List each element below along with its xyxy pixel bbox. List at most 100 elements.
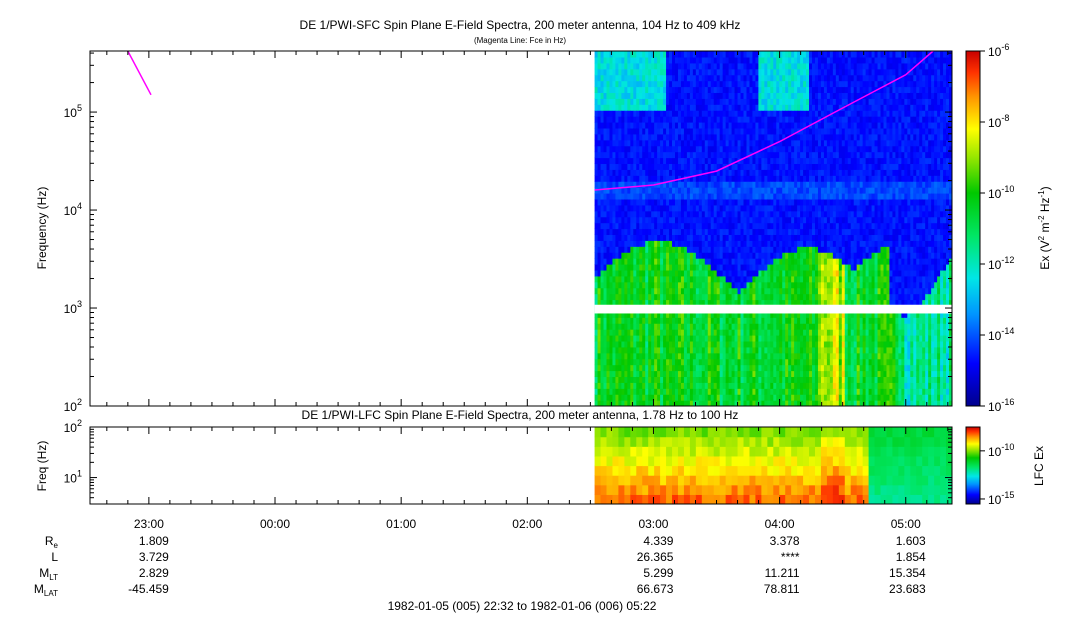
spectrogram-cell xyxy=(731,240,736,247)
spectrogram-cell xyxy=(767,287,771,295)
spectrogram-cell xyxy=(627,346,631,354)
spectrogram-cell xyxy=(716,110,721,117)
spectrogram-cell xyxy=(633,269,637,277)
spectrogram-cell xyxy=(609,269,614,277)
spectrogram-cell xyxy=(686,400,691,406)
spectrogram-cell xyxy=(776,364,780,372)
spectrogram-cell xyxy=(806,358,810,366)
spectrogram-cell xyxy=(630,110,634,117)
spectrogram-cell xyxy=(722,98,727,105)
spectrogram-cell xyxy=(716,139,721,147)
spectrogram-cell xyxy=(722,157,727,165)
spectrogram-cell xyxy=(624,340,628,348)
spectrogram-cell xyxy=(606,234,611,241)
spectrogram-cell xyxy=(791,287,795,295)
spectrogram-cell xyxy=(657,198,661,206)
spectrogram-cell xyxy=(660,287,664,295)
spectrogram-cell xyxy=(755,204,759,212)
spectrogram-cell xyxy=(773,133,777,141)
spectrogram-cell xyxy=(701,234,706,241)
spectrogram-cell xyxy=(734,234,739,241)
spectrogram-cell xyxy=(838,163,843,170)
spectrogram-cell xyxy=(624,400,628,406)
spectrogram-cell xyxy=(776,370,780,378)
spectrogram-cell xyxy=(719,275,724,283)
spectrogram-cell xyxy=(600,193,605,200)
spectrogram-cell xyxy=(606,151,611,159)
spectrogram-cell xyxy=(755,240,759,247)
spectrogram-cell xyxy=(767,293,771,301)
spectrogram-cell xyxy=(621,269,625,277)
spectrogram-cell xyxy=(615,370,620,378)
spectrogram-cell xyxy=(716,163,721,170)
spectrogram-cell xyxy=(767,252,771,259)
spectrogram-cell xyxy=(814,92,819,99)
spectrogram-cell xyxy=(716,275,721,283)
spectrogram-cell xyxy=(776,104,780,111)
spectrogram-cell xyxy=(675,216,679,224)
spectrogram-cell xyxy=(627,388,631,395)
spectrogram-cell xyxy=(740,382,745,389)
spectrogram-cell xyxy=(618,370,622,378)
spectrogram-cell xyxy=(645,187,649,194)
spectrogram-cell xyxy=(666,335,670,342)
spectrogram-cell xyxy=(612,127,617,135)
spectrogram-cell xyxy=(764,346,768,354)
spectrogram-cell xyxy=(698,358,703,366)
spectrogram-cell xyxy=(686,193,691,200)
spectrogram-cell xyxy=(806,370,810,378)
spectrogram-cell xyxy=(746,104,751,111)
spectrogram-cell xyxy=(826,400,831,406)
spectrogram-cell xyxy=(814,62,819,70)
spectrogram-cell xyxy=(755,329,759,336)
spectrogram-cell xyxy=(746,317,751,324)
spectrogram-cell xyxy=(794,104,798,111)
spectrogram-cell xyxy=(743,198,748,206)
spectrogram-cell xyxy=(809,127,813,135)
spectrogram-cell xyxy=(633,382,637,389)
spectrogram-cell xyxy=(698,340,703,348)
spectrogram-cell xyxy=(695,317,700,324)
spectrogram-cell xyxy=(698,264,703,271)
spectrogram-cell xyxy=(761,388,765,395)
spectrogram-cell xyxy=(680,110,685,117)
spectrogram-cell xyxy=(716,86,721,94)
spectrogram-cell xyxy=(624,364,628,372)
spectrogram-cell xyxy=(597,145,602,153)
spectrogram-cell xyxy=(716,335,721,342)
spectrogram-cell xyxy=(728,275,733,283)
spectrogram-cell xyxy=(800,358,804,366)
spectrogram-cell xyxy=(657,139,661,147)
spectrogram-cell xyxy=(812,252,816,259)
spectrogram-cell xyxy=(621,145,625,153)
spectrogram-cell xyxy=(782,204,786,212)
spectrogram-cell xyxy=(624,352,628,360)
spectrogram-cell xyxy=(797,400,801,406)
spectrogram-cell xyxy=(627,240,631,247)
spectrogram-cell xyxy=(812,346,816,354)
spectrogram-cell xyxy=(806,127,810,135)
spectrogram-cell xyxy=(820,376,825,383)
spectrogram-cell xyxy=(633,281,637,289)
spectrogram-cell xyxy=(838,62,843,70)
spectrogram-cell xyxy=(669,388,673,395)
spectrogram-cell xyxy=(722,400,727,406)
spectrogram-cell xyxy=(672,400,676,406)
spectrogram-cell xyxy=(800,216,804,224)
spectrogram-cell xyxy=(749,127,754,135)
spectrogram-cell xyxy=(675,323,679,330)
spectrogram-cell xyxy=(701,86,706,94)
spectrogram-cell xyxy=(767,370,771,378)
spectrogram-cell xyxy=(761,323,765,330)
spectrogram-cell xyxy=(752,122,757,129)
spectrogram-cell xyxy=(621,92,625,99)
spectrogram-cell xyxy=(675,335,679,342)
spectrogram-cell xyxy=(594,275,599,283)
spectrogram-cell xyxy=(686,329,691,336)
spectrogram-cell xyxy=(734,335,739,342)
spectrogram-cell xyxy=(755,323,759,330)
spectrogram-cell xyxy=(642,394,646,401)
spectrogram-cell xyxy=(737,299,742,307)
spectrogram-cell xyxy=(794,222,798,230)
spectrogram-cell xyxy=(686,116,691,123)
